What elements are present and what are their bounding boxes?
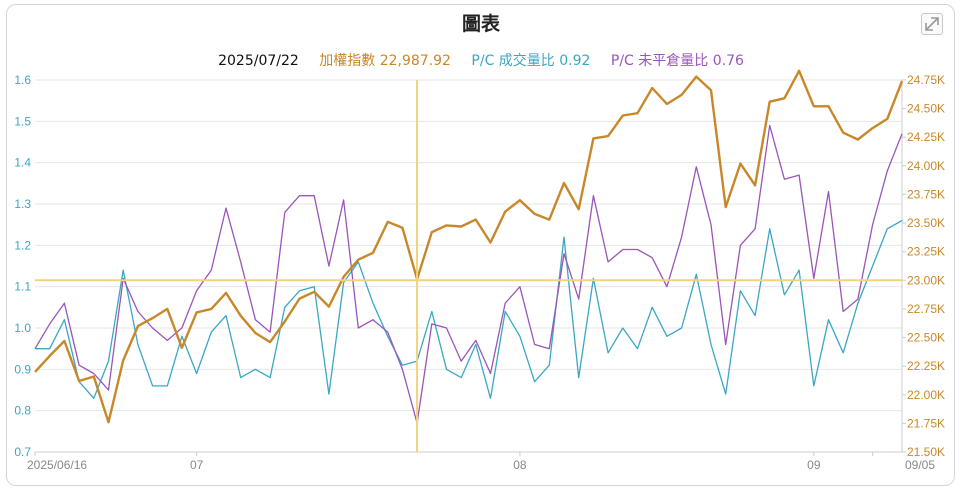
right-axis-ticks: 21.50K 21.75K 22.00K 22.25K 22.50K 22.75K 23.0… [902,73,945,459]
right-axis-tick-label: 22.25K [907,359,945,373]
right-axis-tick-label: 21.50K [907,445,945,459]
x-axis-tick-label: 08 [513,458,527,472]
legend-volume-ratio: P/C 成交量比 0.92 [471,53,590,69]
x-axis-tick-label: 09 [807,458,821,472]
crosshair [35,80,902,452]
legend-taiex-label: 加權指數 [319,53,376,69]
grid-lines [35,79,903,453]
left-axis-tick-label: 1.3 [14,197,31,211]
x-axis-ticks: 2025/06/16 07 08 09 09/05 [27,452,935,472]
left-axis-tick-label: 1.2 [14,238,31,252]
expand-icon[interactable] [921,13,943,35]
right-axis-tick-label: 24.50K [907,102,945,116]
left-axis-tick-label: 0.9 [14,362,31,376]
right-axis-tick-label: 22.00K [907,388,945,402]
legend-date: 2025/07/22 [218,53,299,69]
right-axis-tick-label: 23.50K [907,216,945,230]
legend-oi-value: 0.76 [712,53,744,69]
series-lines [34,69,904,424]
right-axis-tick-label: 23.25K [907,245,945,259]
left-axis-tick-label: 0.8 [14,404,31,418]
right-axis-tick-label: 24.00K [907,159,945,173]
left-axis-tick-label: 1.0 [14,321,31,335]
right-axis-tick-label: 24.25K [907,130,945,144]
right-axis-tick-label: 21.75K [907,416,945,430]
legend-oi-label: P/C 未平倉量比 [610,53,709,69]
x-axis-tick-label: 2025/06/16 [27,458,87,472]
left-axis-tick-label: 1.5 [14,114,31,128]
expand-icon-glyph [925,17,939,31]
legend-taiex: 加權指數 22,987.92 [319,53,451,69]
right-axis-tick-label: 22.75K [907,302,945,316]
left-axis-ticks: 0.7 0.8 0.9 1.0 1.1 1.2 1.3 1.4 1.5 1.6 [14,73,31,459]
series-line-taiex [34,69,904,424]
left-axis-tick-label: 1.1 [14,280,31,294]
legend: 2025/07/22 加權指數 22,987.92 P/C 成交量比 0.92 … [0,50,962,70]
chart-title: 圖表 [461,13,500,35]
legend-vol-label: P/C 成交量比 [471,53,555,69]
right-axis-tick-label: 24.75K [907,73,945,87]
legend-vol-value: 0.92 [559,53,591,69]
x-axis-tick-label: 09/05 [905,458,935,472]
left-axis-tick-label: 0.7 [14,445,31,459]
legend-oi-ratio: P/C 未平倉量比 0.76 [611,53,744,69]
series-line-pc-oi [34,124,903,424]
right-axis-tick-label: 23.75K [907,187,945,201]
right-axis-tick-label: 23.00K [907,273,945,287]
left-axis-tick-label: 1.4 [14,156,31,170]
legend-taiex-value: 22,987.92 [379,53,451,69]
left-axis-tick-label: 1.6 [14,73,31,87]
x-axis-tick-label: 07 [190,458,204,472]
right-axis-tick-label: 22.50K [907,331,945,345]
